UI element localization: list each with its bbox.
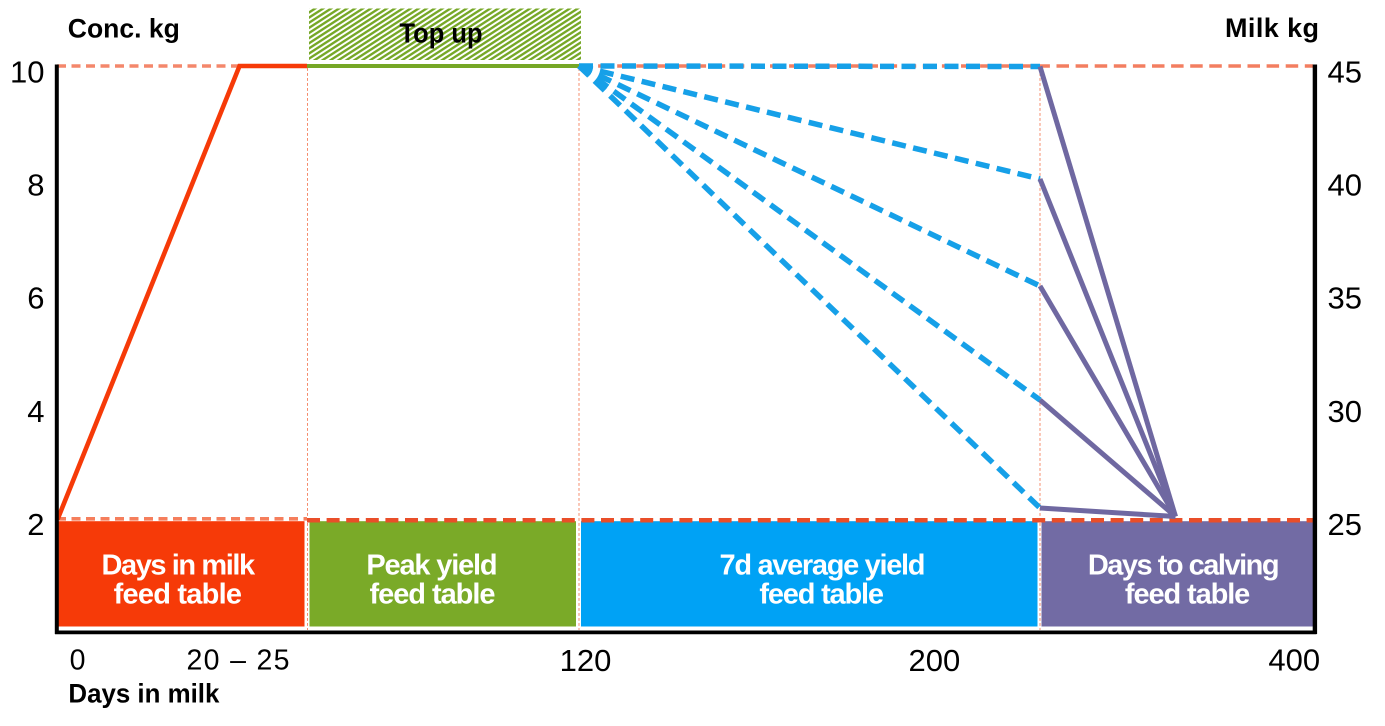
svg-text:7d average yield: 7d average yield xyxy=(720,549,926,581)
svg-text:10: 10 xyxy=(10,55,44,90)
svg-text:Conc. kg: Conc. kg xyxy=(68,13,180,43)
svg-text:0: 0 xyxy=(70,645,86,677)
svg-text:45: 45 xyxy=(1328,55,1362,90)
svg-text:feed table: feed table xyxy=(759,578,884,610)
svg-text:200: 200 xyxy=(909,643,961,678)
svg-text:20 – 25: 20 – 25 xyxy=(187,645,290,677)
svg-text:40: 40 xyxy=(1328,168,1362,203)
svg-text:Days in milk: Days in milk xyxy=(68,678,220,708)
svg-text:2: 2 xyxy=(27,507,44,542)
svg-text:120: 120 xyxy=(560,643,612,678)
svg-text:Top up: Top up xyxy=(400,17,483,48)
svg-text:25: 25 xyxy=(1328,507,1362,542)
svg-text:Milk kg: Milk kg xyxy=(1225,13,1319,43)
svg-text:feed table: feed table xyxy=(114,578,242,610)
svg-text:35: 35 xyxy=(1328,281,1362,316)
svg-text:Days in milk: Days in milk xyxy=(101,549,256,581)
svg-text:4: 4 xyxy=(27,394,44,429)
svg-text:Peak yield: Peak yield xyxy=(366,549,497,581)
svg-text:6: 6 xyxy=(27,281,44,316)
svg-text:30: 30 xyxy=(1328,394,1362,429)
svg-text:Days to calving: Days to calving xyxy=(1088,549,1280,581)
svg-text:8: 8 xyxy=(27,168,44,203)
svg-text:400: 400 xyxy=(1268,643,1320,678)
svg-text:feed table: feed table xyxy=(370,578,496,610)
svg-text:feed table: feed table xyxy=(1125,578,1250,610)
